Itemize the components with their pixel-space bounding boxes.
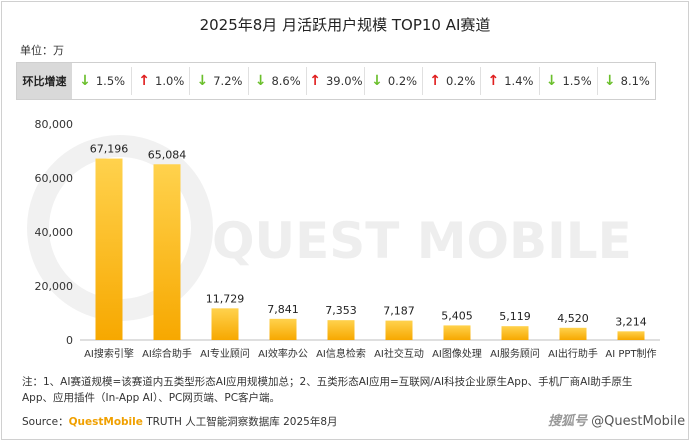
mom-value: 1.4% [504,74,534,88]
source-brand: QuestMobile [68,416,143,428]
source-line: Source：QuestMobile TRUTH 人工智能洞察数据库 2025年… [22,414,338,429]
mom-cell: ↓ 0.2% [364,67,423,95]
attribution-zh: 搜狐号 [548,414,588,429]
mom-cell: ↑ 1.4% [480,67,539,95]
arrow-up-icon: ↑ [429,73,442,89]
mom-value: 1.5% [95,74,126,88]
mom-value: 1.0% [155,74,185,88]
mom-value: 8.6% [271,74,301,88]
mom-cell: ↓ 8.1% [596,67,656,95]
mom-value: 0.2% [387,74,418,88]
mom-cell: ↑ 39.0% [305,67,365,95]
arrow-up-icon: ↑ [487,73,500,89]
mom-cell: ↓ 8.6% [247,67,307,95]
arrow-down-icon: ↓ [603,73,616,89]
mom-value: 39.0% [325,74,363,88]
arrow-down-icon: ↓ [254,73,267,89]
mom-growth-row: 环比增速 ↓ 1.5% ↑ 1.0% ↓ 7.2% ↓ 8.6% ↑ 39.0% ↓ 0.2% ↑ 0.2… [16,62,656,100]
mom-value: 0.2% [446,74,476,88]
attribution-handle: @QuestMobile [591,414,686,429]
arrow-up-icon: ↑ [309,73,321,89]
mom-cell: ↑ 1.0% [131,67,190,95]
attribution: 搜狐号 @QuestMobile [548,410,685,429]
mom-value: 7.2% [213,74,243,88]
footnote: 注：1、AI赛道规模=该赛道内五类型形态AI应用规模加总；2、五类形态AI应用=… [22,376,633,404]
mom-growth-label: 环比增速 [17,63,72,99]
arrow-down-icon: ↓ [196,73,209,89]
arrow-down-icon: ↓ [371,73,383,89]
mom-value: 8.1% [620,74,650,88]
mom-cell: ↑ 0.2% [422,67,481,95]
arrow-up-icon: ↑ [138,73,151,89]
source-prefix: Source： [22,416,69,428]
source-rest: TRUTH 人工智能洞察数据库 2025年8月 [142,416,338,428]
arrow-down-icon: ↓ [79,73,91,89]
mom-cell: ↓ 7.2% [189,67,248,95]
unit-label: 单位：万 [20,44,64,57]
chart-title: 2025年8月 月活跃用户规模 TOP10 AI赛道 [199,16,491,34]
mom-cell: ↓ 1.5% [73,67,131,95]
mom-value: 1.5% [562,74,592,88]
mom-cell: ↓ 1.5% [538,67,598,95]
arrow-down-icon: ↓ [545,73,558,89]
